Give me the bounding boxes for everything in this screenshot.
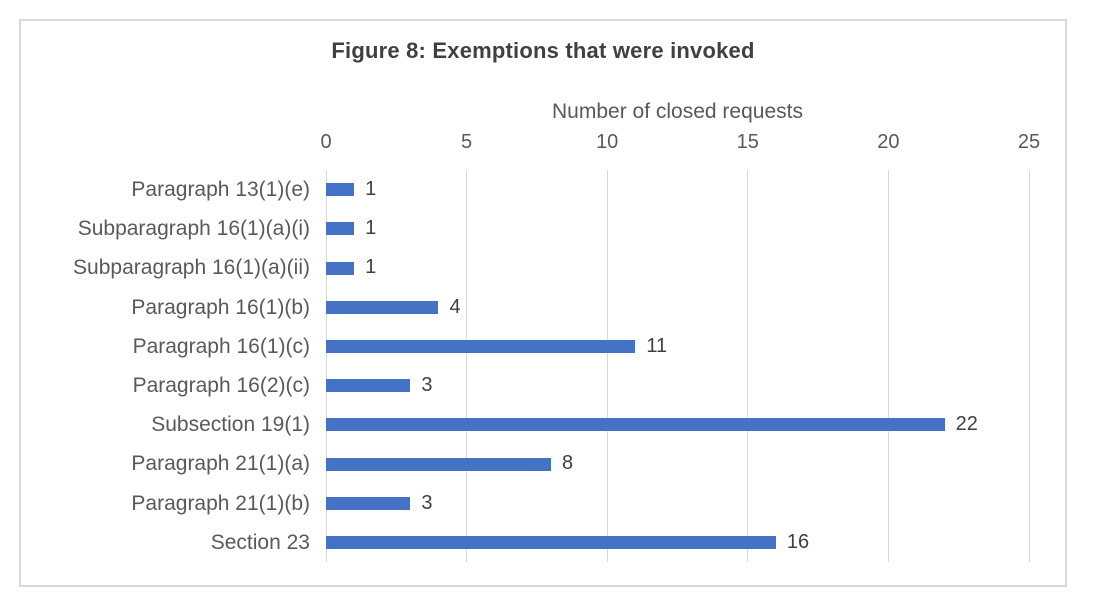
bar-value-label: 22 [955,413,978,436]
x-tick-label: 5 [461,131,473,153]
bar [326,457,551,471]
x-tick-label: 0 [320,131,332,153]
bar-value-label: 3 [421,491,433,514]
category-label: Paragraph 16(1)(b) [131,295,310,319]
chart-frame [19,19,1067,587]
x-gridline [466,170,468,562]
chart-title: Figure 8: Exemptions that were invoked [331,38,755,63]
bar [326,496,411,510]
x-tick-label: 25 [1017,131,1041,153]
bar [326,300,439,314]
x-tick-label: 20 [877,131,900,153]
bar [326,222,355,236]
bar-value-label: 8 [561,452,574,475]
x-gridline [606,170,608,562]
x-gridline [1028,170,1030,562]
bar-value-label: 11 [646,334,668,357]
category-label: Paragraph 13(1)(e) [131,178,310,201]
category-label: Paragraph 21(1)(a) [131,452,310,476]
bar-value-label: 4 [449,295,461,318]
category-label: Subparagraph 16(1)(a)(i) [77,217,310,241]
category-label: Subsection 19(1) [151,413,310,437]
bar [326,418,945,432]
bar [326,535,776,549]
x-axis-title: Number of closed requests [552,100,803,123]
bar-value-label: 1 [365,217,377,240]
bar [326,183,355,197]
category-label: Paragraph 21(1)(b) [131,491,310,515]
x-tick-label: 15 [736,131,759,153]
category-label: Paragraph 16(1)(c) [132,334,310,358]
bar-value-label: 16 [786,530,810,553]
x-gridline [747,170,749,562]
category-label: Subparagraph 16(1)(a)(ii) [73,256,310,280]
bar-value-label: 1 [365,256,377,279]
x-tick-label: 10 [596,131,619,153]
bar [326,379,411,393]
bar [326,339,636,353]
bar-value-label: 3 [421,374,433,396]
bar [326,261,355,275]
x-gridline [887,170,889,562]
x-gridline [325,170,327,562]
category-label: Paragraph 16(2)(c) [132,374,310,397]
bar-value-label: 1 [365,178,377,200]
category-label: Section 23 [210,530,310,554]
